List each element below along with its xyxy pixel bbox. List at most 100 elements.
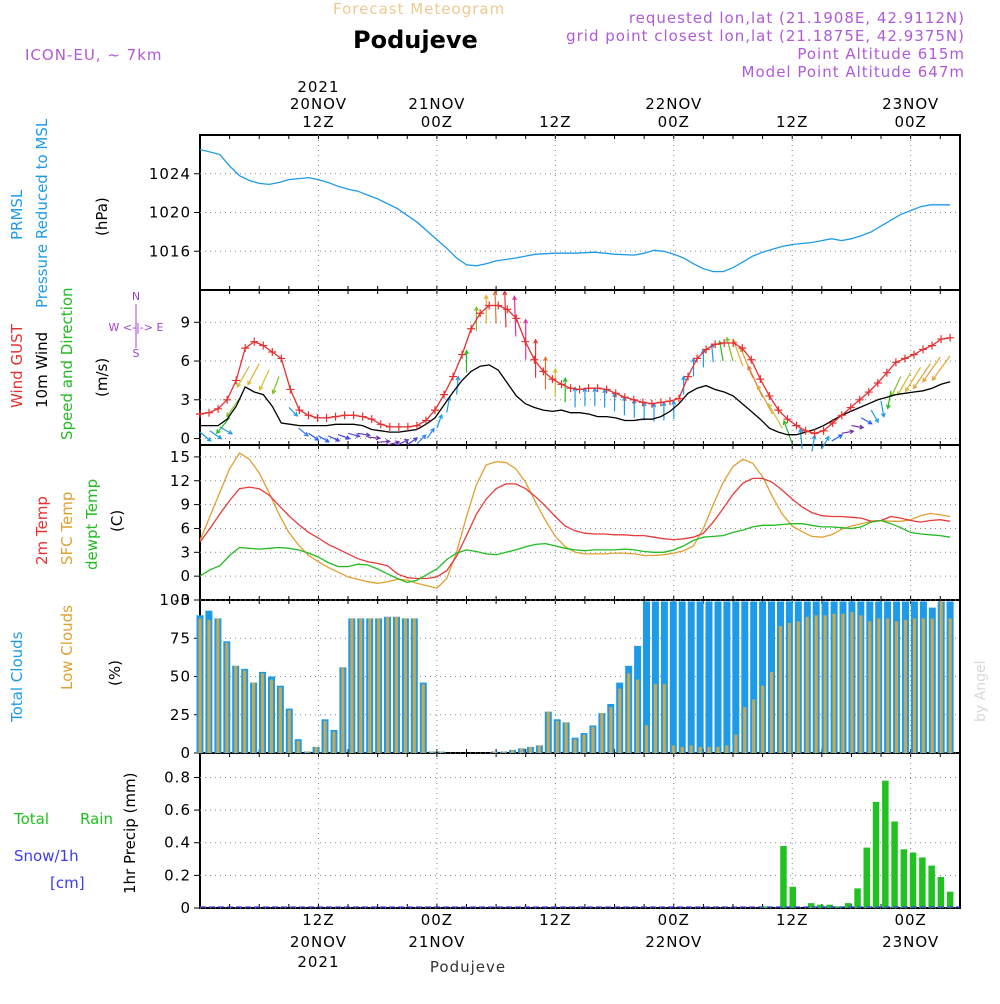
wind-gust-marker	[205, 408, 214, 417]
model-altitude: Model Point Altitude 647m	[742, 63, 965, 81]
wind-gust-marker	[882, 368, 891, 377]
rain-bar	[817, 904, 824, 908]
wind-gust-marker	[864, 388, 873, 397]
low-cloud-bar	[394, 616, 398, 753]
footer-location: Podujeve	[430, 958, 506, 976]
y-tick-label: 9	[180, 496, 191, 514]
rain-bar	[808, 903, 815, 908]
wind-direction-arrow	[841, 430, 854, 434]
wind-arrowhead	[365, 432, 371, 438]
wind-gust-marker	[277, 354, 286, 363]
wind-arrowhead	[345, 435, 351, 440]
wind-arrowhead	[912, 384, 918, 390]
low-cloud-bar	[877, 618, 881, 753]
low-cloud-bar	[439, 751, 443, 753]
total-cloud-bar	[687, 601, 695, 753]
wind-direction-arrow	[880, 400, 885, 417]
wind-gust-marker	[494, 301, 503, 310]
low-cloud-bar	[787, 623, 791, 753]
wind-gust-marker	[693, 354, 702, 363]
wind-arrowhead	[395, 440, 401, 446]
low-cloud-bar	[591, 727, 595, 753]
wind-arrowhead	[867, 420, 873, 425]
wind-gust-marker	[367, 415, 376, 424]
y-tick-label: 0.8	[164, 768, 191, 786]
panel-frame	[199, 752, 961, 909]
wind-direction-arrow	[860, 417, 872, 425]
pressure-label-1: PRMSL	[8, 189, 26, 240]
y-tick-label: 0	[180, 567, 191, 585]
total-cloud-bar	[714, 601, 722, 753]
wind-gust-marker	[656, 398, 665, 407]
bottom-time-axis: 12Z 20NOV 2021 00Z 21NOV 12Z 00Z 22NOV 12Z 00Z 23N…	[290, 911, 939, 971]
wind-labels: Wind GUST 10m Wind Speed and Direction (…	[8, 287, 163, 440]
wind-gust-marker	[629, 395, 638, 404]
low-cloud-bar	[332, 731, 336, 753]
low-cloud-bar	[903, 619, 907, 753]
low-cloud-bar	[948, 618, 952, 753]
wind-gust-marker	[241, 344, 250, 353]
bottom-time-label: 12Z	[302, 911, 334, 929]
dewpt-line	[199, 519, 951, 584]
wind-direction-arrow	[905, 367, 922, 392]
y-tick-label: -3	[174, 591, 191, 609]
wind-gust-marker	[593, 384, 602, 393]
wind-gust-marker	[620, 393, 629, 402]
y-tick-label: 9	[180, 313, 191, 331]
y-tick-label: 3	[180, 543, 191, 561]
wind-gust-marker	[340, 411, 349, 420]
wind-gust-marker	[530, 355, 539, 364]
wind-arrowhead	[413, 437, 419, 442]
bottom-time-label: 22NOV	[645, 933, 702, 951]
low-cloud-bar	[653, 684, 657, 753]
wind-direction-arrow	[756, 385, 773, 415]
total-cloud-bar	[741, 601, 749, 753]
rain-bar	[863, 847, 870, 908]
wind-gust-marker	[503, 305, 512, 314]
low-cloud-bar	[386, 616, 390, 753]
total-cloud-bar	[669, 601, 677, 753]
low-cloud-bar	[546, 711, 550, 753]
wind-gust-marker	[792, 421, 801, 430]
total-cloud-bar	[732, 601, 740, 753]
bottom-time-label: 23NOV	[882, 933, 939, 951]
location-title: Podujeve	[353, 26, 478, 54]
wind-direction-arrow	[377, 440, 390, 443]
wind-arrowhead	[523, 318, 529, 324]
pressure-line	[199, 148, 951, 273]
wind-gust-marker	[720, 338, 729, 347]
wind-arrowhead	[293, 411, 299, 417]
y-tick-label: 1024	[149, 165, 191, 183]
precip-label-cm: [cm]	[50, 874, 85, 892]
pressure-unit: (hPa)	[93, 197, 111, 236]
wind-arrowhead	[552, 367, 558, 373]
rain-bar	[928, 865, 935, 908]
cloud-label-2: Low Clouds	[58, 605, 76, 690]
wind-direction-arrow	[272, 376, 280, 394]
wind-gust-marker	[647, 399, 656, 408]
y-tick-label: 0	[180, 430, 191, 448]
wind-arrowhead	[502, 290, 508, 296]
bottom-time-label: 00Z	[894, 911, 926, 929]
cloud-labels: Total Clouds Low Clouds (%) by Angel	[8, 605, 989, 723]
precip-label-total: Total	[13, 810, 49, 828]
wind-direction-arrow	[199, 431, 212, 442]
bottom-time-label: 00Z	[421, 911, 453, 929]
wind-direction-arrow	[337, 434, 350, 440]
wind-arrowhead	[324, 438, 330, 443]
wind-direction-arrow	[247, 363, 260, 386]
y-tick-label: 15	[170, 448, 191, 466]
wind-direction-arrow	[328, 435, 340, 442]
rain-bar	[845, 903, 852, 908]
top-time-label: 00Z	[658, 113, 690, 131]
low-cloud-bar	[537, 745, 541, 753]
wind-gust-marker	[638, 398, 647, 407]
wind-arrowhead	[375, 435, 381, 441]
wind-gust-marker	[684, 372, 693, 381]
wind-direction-arrow	[821, 436, 830, 450]
rain-bar	[882, 780, 889, 908]
total-cloud-bar	[723, 601, 731, 753]
wind-arrowhead	[464, 349, 469, 355]
wind-direction-arrow	[236, 365, 250, 388]
wind-gust-marker	[747, 355, 756, 364]
